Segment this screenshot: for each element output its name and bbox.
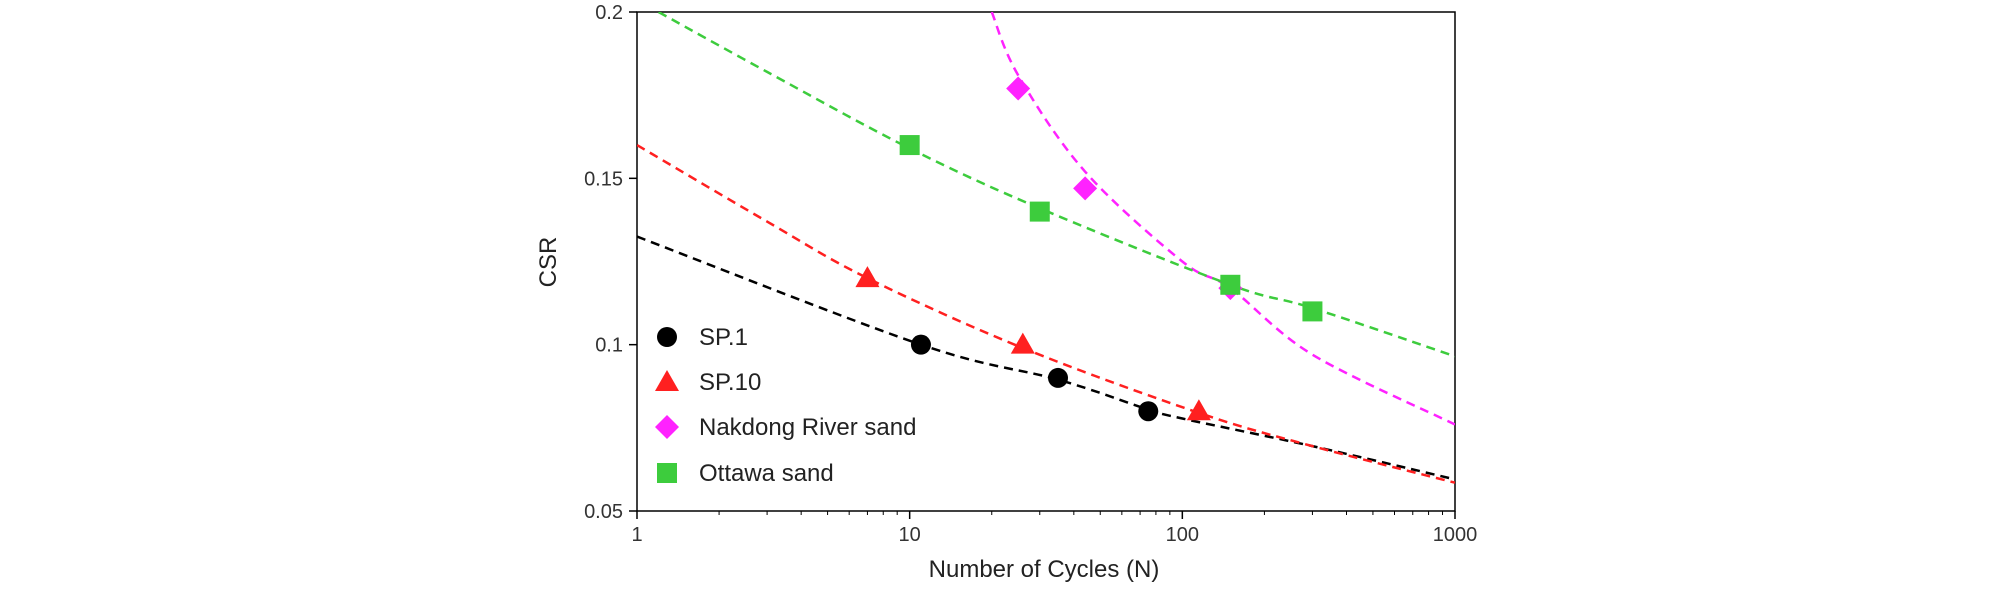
point-nakdong-river-sand: [1006, 76, 1031, 101]
point-sp-1: [1138, 401, 1159, 422]
x-tick-label: 1: [631, 524, 642, 546]
x-axis-ticks: 1 10 100 1000: [631, 511, 1477, 546]
point-ottawa-sand: [899, 135, 920, 156]
legend-marker-sp-1: [657, 327, 677, 347]
y-axis-title: CSR: [535, 237, 562, 288]
data-markers: [855, 76, 1323, 422]
legend-label: Nakdong River sand: [699, 414, 916, 441]
point-sp-10: [855, 266, 880, 288]
point-sp-1: [1048, 367, 1069, 388]
x-tick-label: 100: [1166, 524, 1199, 546]
legend-label: Ottawa sand: [699, 460, 834, 487]
legend-label: SP.10: [699, 369, 761, 396]
x-axis-title: Number of Cycles (N): [929, 556, 1160, 583]
point-sp-1: [910, 334, 931, 355]
y-tick-label: 0.15: [584, 168, 623, 190]
y-tick-label: 0.05: [584, 501, 623, 523]
legend-marker-ottawa-sand: [657, 463, 677, 483]
y-tick-label: 0.1: [595, 335, 623, 357]
fit-line-ottawa-sand: [657, 12, 1455, 358]
fit-line-sp-1: [637, 235, 1455, 481]
legend-item-sp-1: SP.1: [657, 324, 748, 351]
legend-marker-nakdong-river-sand: [655, 415, 679, 439]
legend-item-nakdong-river-sand: Nakdong River sand: [655, 414, 916, 441]
y-tick-label: 0.2: [595, 2, 623, 24]
x-tick-label: 1000: [1433, 524, 1478, 546]
legend-item-sp-10: SP.10: [655, 369, 761, 396]
point-sp-10: [1186, 399, 1211, 421]
legend: SP.1 SP.10 Nakdong River sand Ottawa sand: [655, 324, 916, 487]
point-ottawa-sand: [1302, 301, 1323, 322]
point-nakdong-river-sand: [1073, 176, 1098, 201]
y-axis-ticks: 0.05 0.1 0.15 0.2: [584, 2, 637, 523]
plot-frame: [636, 11, 1456, 512]
point-sp-10: [1010, 332, 1035, 354]
point-ottawa-sand: [1029, 201, 1050, 222]
legend-label: SP.1: [699, 324, 748, 351]
fit-lines: [637, 12, 1455, 484]
legend-item-ottawa-sand: Ottawa sand: [657, 460, 834, 487]
point-ottawa-sand: [1220, 274, 1241, 295]
x-tick-label: 10: [899, 524, 921, 546]
legend-marker-sp-10: [655, 370, 679, 391]
